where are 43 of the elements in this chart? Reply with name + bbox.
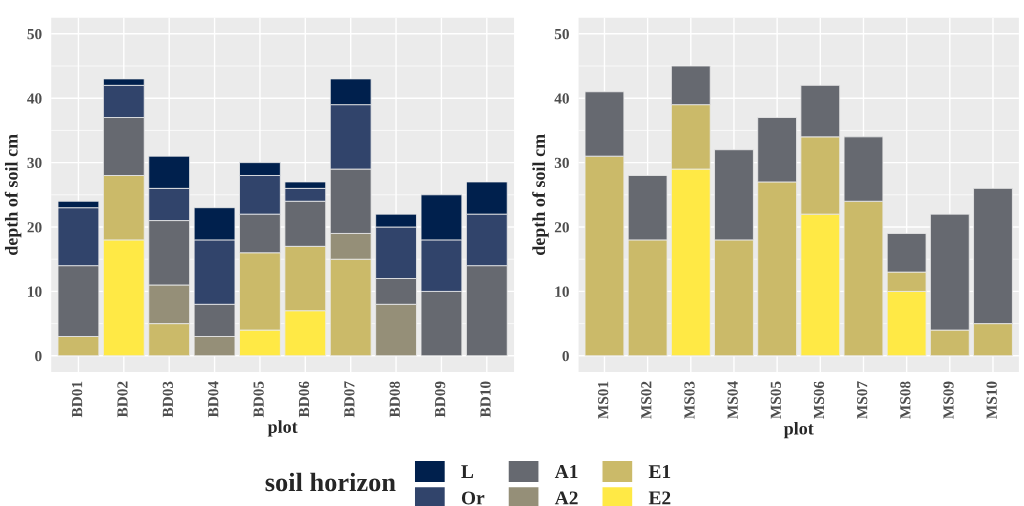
x-tick-label: BD02 (117, 381, 128, 418)
legend-label: A1 (554, 465, 578, 478)
x-tick-label: BD01 (71, 381, 83, 418)
x-tick-label: BD09 (434, 381, 446, 418)
x-tick-label: MS03 (684, 381, 695, 419)
y-tick-label: 30 (554, 157, 569, 169)
y-tick-label: 50 (27, 28, 42, 40)
x-tick-label: MS07 (856, 381, 868, 419)
y-axis-title: depth of soil cm (4, 134, 22, 256)
y-axis-title: depth of soil cm (532, 134, 549, 256)
legend-title: soil horizon (265, 472, 396, 492)
x-axis-title: plot (783, 421, 814, 439)
y-tick-label: 0 (35, 350, 42, 362)
y-tick-label: 40 (27, 93, 42, 104)
y-tick-label: 50 (554, 28, 569, 40)
y-tick-label: 20 (27, 222, 42, 233)
y-tick-label: 30 (27, 157, 42, 169)
x-tick-label: BD05 (253, 381, 264, 418)
x-tick-label: MS02 (641, 381, 652, 419)
x-tick-label: BD04 (208, 381, 219, 418)
legend-label: A2 (554, 491, 578, 505)
x-tick-label: MS04 (727, 381, 738, 419)
legend-label: L (461, 465, 474, 478)
x-tick-label: MS08 (900, 381, 911, 419)
y-tick-label: 10 (555, 286, 569, 297)
y-tick-label: 10 (28, 286, 42, 297)
x-tick-label: MS06 (813, 381, 825, 419)
x-axis-title: plot (267, 420, 298, 437)
y-tick-label: 20 (554, 222, 569, 233)
x-tick-label: MS10 (986, 381, 997, 419)
y-tick-label: 0 (562, 350, 569, 362)
legend-label: E1 (648, 465, 671, 478)
legend-label: Or (461, 491, 485, 505)
y-tick-label: 40 (554, 93, 569, 104)
x-tick-label: MS09 (943, 381, 954, 419)
x-tick-label: BD06 (298, 381, 310, 418)
x-tick-label: BD03 (162, 381, 174, 418)
x-tick-label: BD08 (389, 381, 400, 418)
x-tick-label: MS01 (597, 381, 609, 419)
legend-label: E2 (648, 491, 671, 505)
x-tick-label: MS05 (770, 381, 781, 419)
x-tick-label: BD07 (344, 381, 355, 418)
x-tick-label: BD10 (480, 381, 491, 418)
